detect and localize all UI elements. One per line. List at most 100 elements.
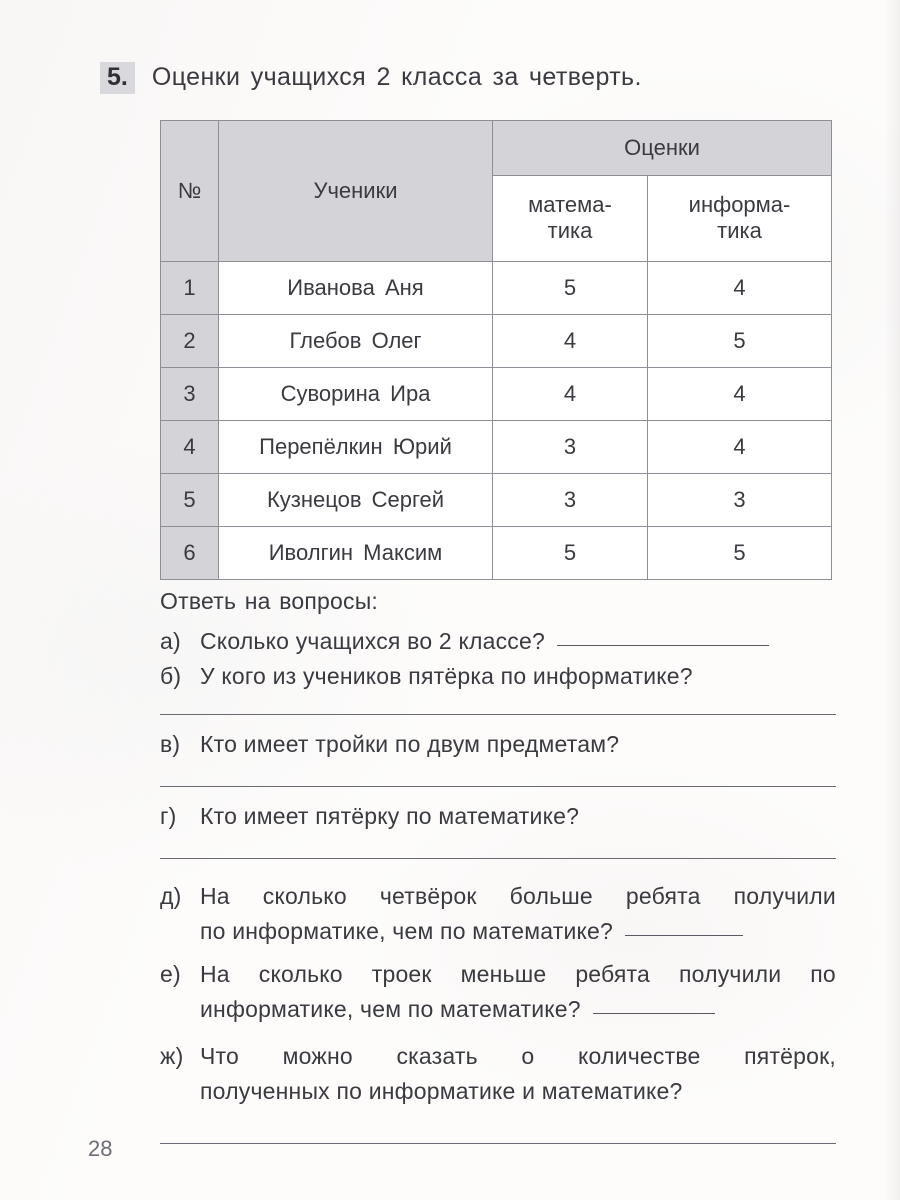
grade-math: 4	[492, 367, 648, 421]
grade-informatics: 4	[646, 420, 833, 474]
question-zh-line2: полученных по информатике и математике?	[200, 1077, 683, 1104]
row-number: 6	[160, 526, 219, 580]
grade-informatics: 3	[646, 473, 833, 527]
header-subject-informatics-line1: информа-	[688, 191, 791, 217]
pupil-name: Иванова Аня	[218, 261, 493, 315]
row-number: 1	[160, 261, 219, 315]
row-number: 2	[160, 314, 219, 368]
question-e: е) На сколько троек меньше ребята получи…	[160, 957, 836, 1027]
table-head: № Ученики Оценки матема- тика информа- т…	[160, 120, 833, 262]
table-row: 6 Иволгин Максим 5 5	[160, 526, 833, 580]
row-number: 4	[160, 420, 219, 474]
table-row: 5 Кузнецов Сергей 3 3	[160, 473, 833, 527]
question-e-w3: троек	[371, 960, 432, 987]
question-d-line2-text: по информатике, чем по математике?	[200, 917, 614, 944]
question-e-w7: по	[810, 960, 836, 987]
answer-rule-zh[interactable]	[160, 1142, 836, 1144]
table-row: 4 Перепёлкин Юрий 3 4	[160, 420, 833, 474]
question-b-body: У кого из учеников пятёрка по информатик…	[200, 663, 693, 689]
question-d-w3: четвёрок	[379, 883, 477, 909]
grade-math: 3	[492, 473, 648, 527]
grade-informatics: 5	[646, 314, 833, 368]
question-zh-w6: пятёрок,	[744, 1042, 836, 1069]
questions-intro: Ответь на вопросы:	[160, 588, 379, 614]
question-e-w1: На	[200, 960, 230, 987]
question-d-w6: получили	[733, 883, 836, 909]
question-g: г) Кто имеет пятёрку по математике?	[160, 803, 836, 830]
question-zh-line1: Что можно сказать о количестве пятёрок,	[200, 1039, 836, 1074]
table-body: 1 Иванова Аня 5 4 2 Глебов Олег 4 5 3 Су…	[160, 261, 833, 580]
question-d-w5: ребята	[625, 883, 701, 909]
question-e-w2: сколько	[258, 960, 343, 987]
question-d-w4: больше	[509, 883, 593, 909]
question-a-text: Сколько учащихся во 2 классе?	[200, 628, 545, 654]
exercise-title: Оценки учащихся 2 класса за четверть.	[151, 63, 642, 91]
question-zh-w2: можно	[282, 1042, 353, 1069]
grade-informatics: 4	[646, 261, 833, 315]
question-b-label: б)	[160, 663, 182, 689]
header-pupils: Ученики	[218, 120, 493, 262]
question-e-w6: получили	[678, 960, 782, 987]
grade-math: 3	[492, 420, 648, 474]
grade-math: 5	[492, 526, 648, 580]
questions-section: Ответь на вопросы: а) Сколько учащихся в…	[160, 588, 836, 1144]
question-b: б) У кого из учеников пятёрка по информа…	[160, 663, 836, 690]
pupil-name: Глебов Олег	[218, 314, 493, 368]
table-row: 1 Иванова Аня 5 4	[160, 261, 833, 315]
question-zh-body: Что можно сказать о количестве пятёрок, …	[200, 1039, 836, 1109]
header-number: №	[160, 120, 219, 262]
question-e-label: е)	[160, 960, 181, 987]
question-a: а) Сколько учащихся во 2 классе?	[160, 628, 836, 655]
answer-blank-d[interactable]	[625, 934, 744, 936]
pupil-name: Суворина Ира	[218, 367, 493, 421]
pupil-name: Кузнецов Сергей	[218, 473, 493, 527]
question-v-label: в)	[160, 731, 181, 757]
exercise-heading: 5. Оценки учащихся 2 класса за четверть.	[100, 62, 642, 94]
grade-informatics: 4	[646, 367, 833, 421]
header-subject-informatics-line2: тика	[717, 217, 762, 243]
question-zh: ж) Что можно сказать о количестве пятёро…	[160, 1039, 836, 1109]
grade-informatics: 5	[646, 526, 833, 580]
row-number: 3	[160, 367, 219, 421]
grades-table: № Ученики Оценки матема- тика информа- т…	[160, 120, 833, 580]
pupil-name: Перепёлкин Юрий	[218, 420, 493, 474]
question-zh-w1: Что	[200, 1042, 239, 1069]
question-d-label: д)	[160, 883, 182, 909]
pupil-name: Иволгин Максим	[218, 526, 493, 580]
question-d-body: На сколько четвёрок больше ребята получи…	[200, 879, 836, 949]
grade-math: 4	[492, 314, 648, 368]
table-head-row-1: № Ученики Оценки	[160, 120, 833, 262]
question-d-line2: по информатике, чем по математике?	[200, 914, 836, 949]
header-subject-informatics: информа- тика	[646, 175, 833, 262]
question-zh-w4: о	[521, 1042, 535, 1069]
question-v-body: Кто имеет тройки по двум предметам?	[200, 731, 620, 757]
question-e-line1: На сколько троек меньше ребята получили …	[200, 957, 836, 992]
answer-blank-e[interactable]	[592, 1012, 715, 1014]
question-d-line1: На сколько четвёрок больше ребята получи…	[200, 879, 836, 914]
question-g-label: г)	[160, 803, 177, 829]
question-e-line2: информатике, чем по математике?	[200, 992, 836, 1027]
table-row: 2 Глебов Олег 4 5	[160, 314, 833, 368]
question-e-line2-text: информатике, чем по математике?	[200, 995, 581, 1022]
page-number: 28	[88, 1136, 113, 1161]
header-subject-math: матема- тика	[492, 175, 648, 262]
question-d-w1: На	[200, 883, 230, 909]
question-d: д) На сколько четвёрок больше ребята пол…	[160, 879, 836, 949]
question-g-body: Кто имеет пятёрку по математике?	[200, 803, 580, 829]
question-zh-w5: количестве	[578, 1042, 701, 1069]
exercise-number: 5.	[100, 62, 135, 94]
header-grades-group: Оценки	[491, 120, 833, 176]
question-e-w4: меньше	[460, 960, 547, 987]
question-v: в) Кто имеет тройки по двум предметам?	[160, 731, 836, 758]
question-zh-w3: сказать	[396, 1042, 478, 1069]
question-d-w2: сколько	[262, 883, 347, 909]
row-number: 5	[160, 473, 219, 527]
grade-math: 5	[492, 261, 648, 315]
question-e-w5: ребята	[575, 960, 651, 987]
answer-blank-a[interactable]	[557, 645, 769, 646]
question-a-body: Сколько учащихся во 2 классе?	[200, 628, 836, 655]
question-a-label: а)	[160, 628, 181, 654]
table-row: 3 Суворина Ира 4 4	[160, 367, 833, 421]
question-e-body: На сколько троек меньше ребята получили …	[200, 957, 836, 1027]
